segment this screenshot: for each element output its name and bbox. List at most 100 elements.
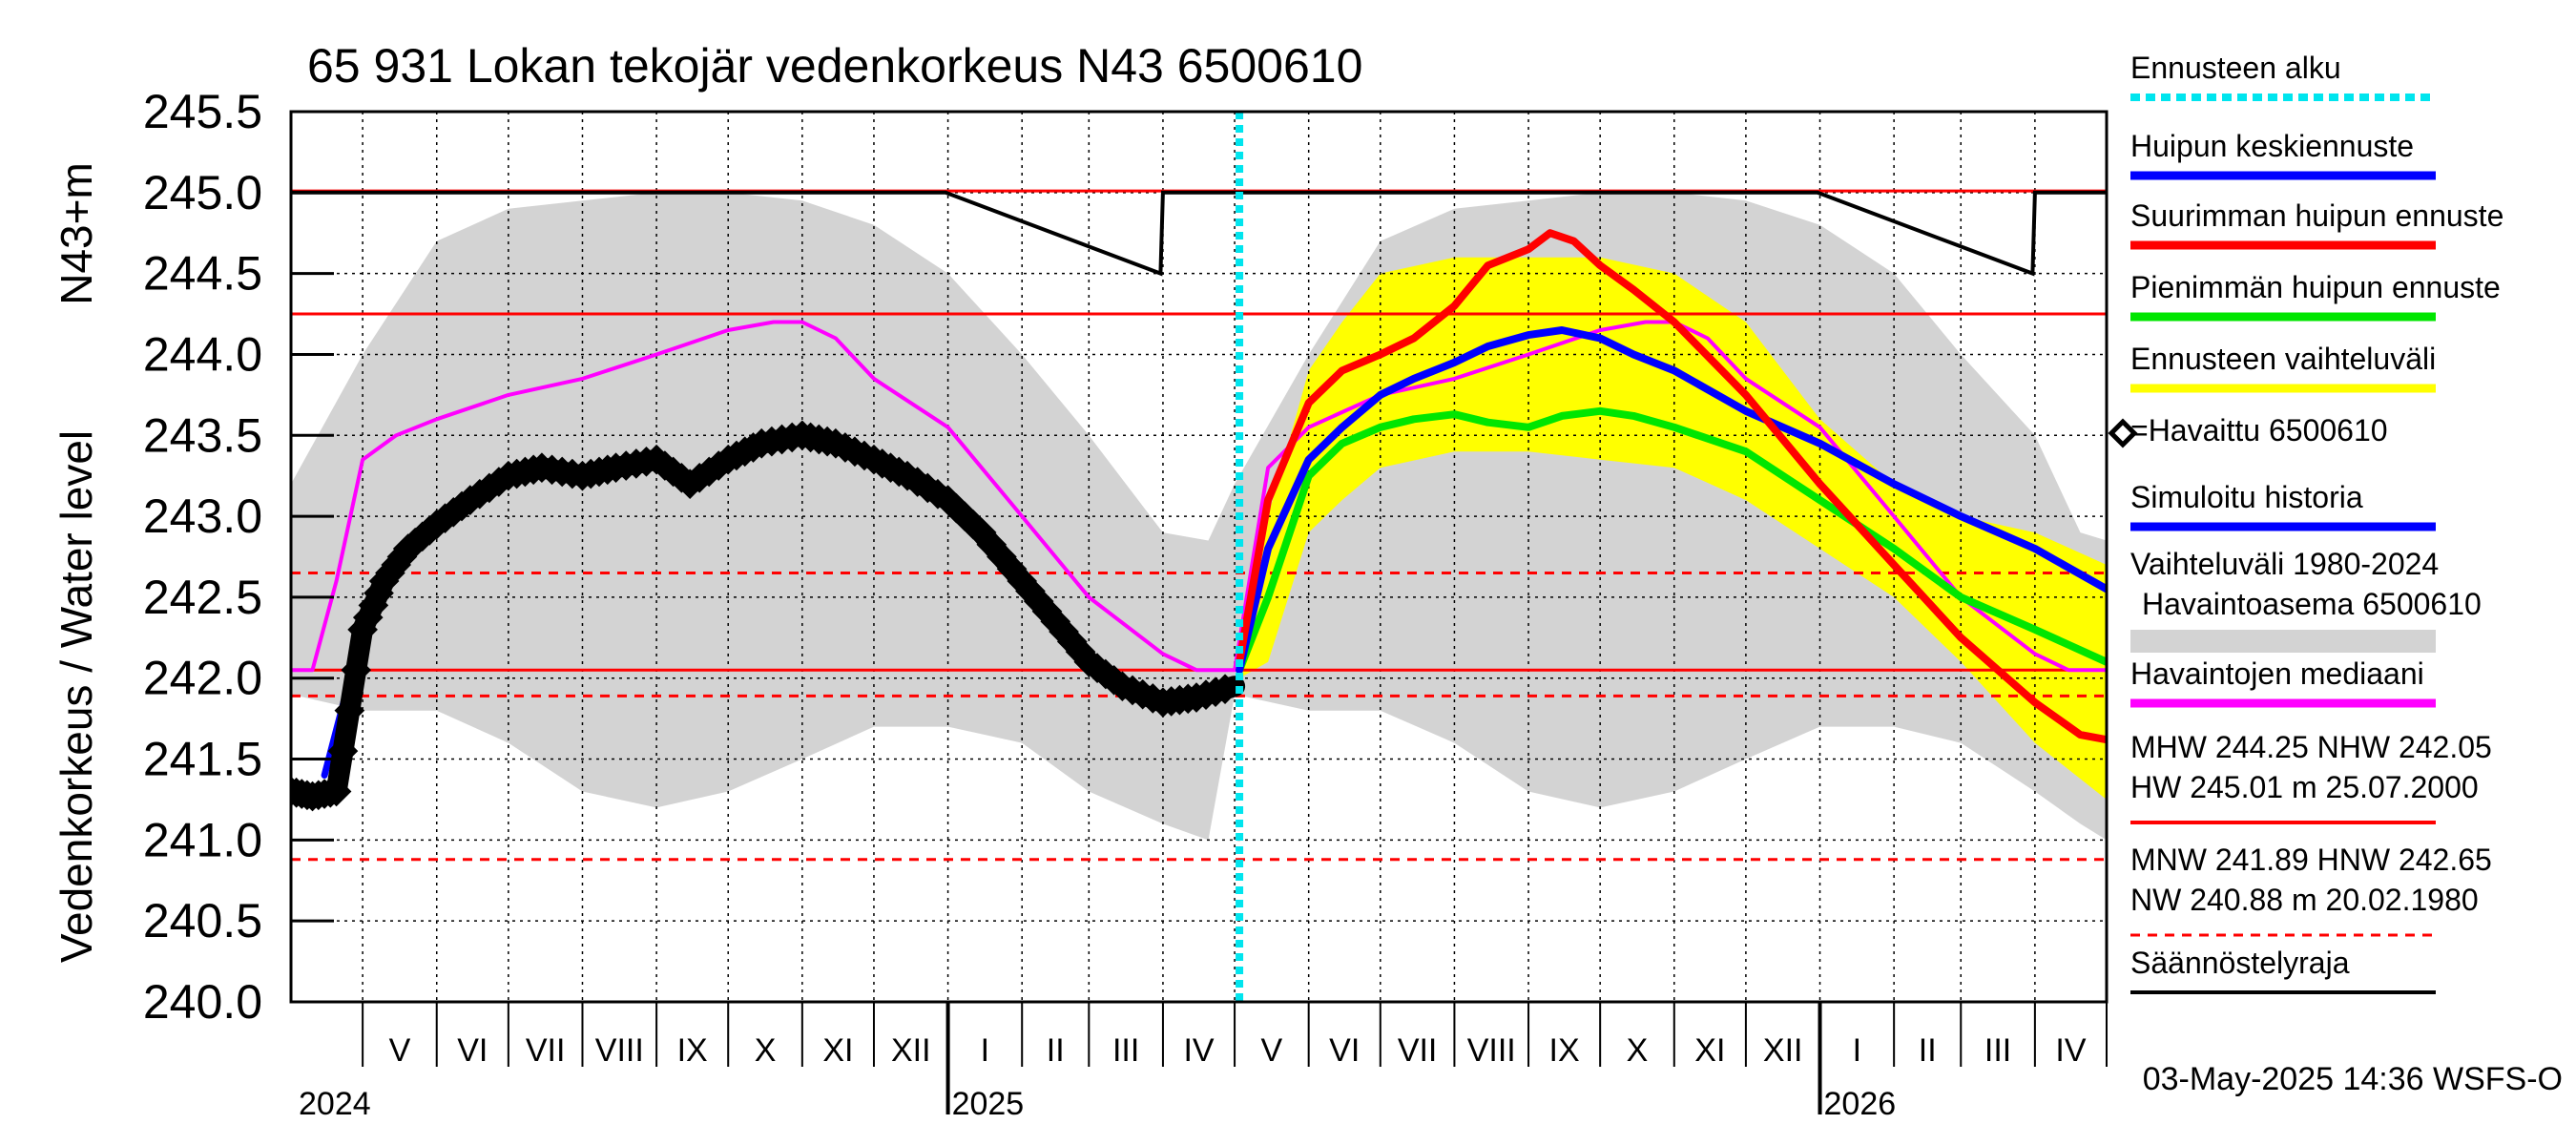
x-year-label: 2026 <box>1824 1086 1897 1122</box>
x-month-label: V <box>389 1032 411 1069</box>
observed-point <box>883 456 915 488</box>
series-line-5 <box>1236 229 2107 744</box>
legend-label-2: Havaintoasema 6500610 <box>2142 587 2482 621</box>
legend-label-2: NW 240.88 m 20.02.1980 <box>2130 883 2479 917</box>
y-tick-label: 243.5 <box>143 408 262 462</box>
x-month-label: IX <box>677 1032 708 1069</box>
observed-point <box>473 472 505 504</box>
observed-point <box>812 426 842 457</box>
observed-point <box>803 424 835 455</box>
x-month-label: VII <box>1398 1032 1438 1069</box>
legend-label: Huipun keskiennuste <box>2130 129 2414 163</box>
legend-swatch <box>2130 630 2436 653</box>
observed-point <box>584 456 614 488</box>
observed-point <box>421 509 452 540</box>
observed-point <box>795 422 826 453</box>
observed-point <box>787 420 818 451</box>
legend-swatch <box>2108 418 2138 448</box>
observed-point <box>447 490 477 522</box>
observed-point <box>536 454 568 486</box>
x-month-label: VIII <box>595 1032 644 1069</box>
x-month-label: X <box>1627 1032 1649 1069</box>
x-month-label: VI <box>457 1032 488 1069</box>
legend-label: Pienimmän huipun ennuste <box>2130 270 2501 304</box>
observed-point <box>315 777 346 808</box>
legend-label: Ennusteen vaihteluväli <box>2130 342 2436 376</box>
observed-markers <box>291 420 1240 812</box>
x-month-label: II <box>1047 1032 1065 1069</box>
y-axis-unit: N43+m <box>52 162 101 305</box>
x-month-label: XI <box>1694 1032 1725 1069</box>
observed-point <box>438 497 469 528</box>
x-month-label: I <box>1853 1032 1861 1069</box>
chart-title: 65 931 Lokan tekojär vedenkorkeus N43 65… <box>307 39 1362 93</box>
observed-point <box>381 550 412 580</box>
x-year-label: 2024 <box>299 1086 371 1122</box>
observed-point <box>368 566 400 596</box>
x-month-label: III <box>1984 1032 2011 1069</box>
x-month-label: XI <box>822 1032 853 1069</box>
y-tick-label: 242.5 <box>143 571 262 624</box>
series-line-4 <box>1236 326 2107 675</box>
legend: Ennusteen alku Huipun keskiennuste Suurimm… <box>2108 51 2503 994</box>
observed-point <box>840 436 870 468</box>
x-month-label: X <box>755 1032 777 1069</box>
observed-point <box>849 440 880 471</box>
axes: 240.0 240.5 241.0 241.5 242.0 242.5 243.0 243.5… <box>143 85 2109 1122</box>
observed-point <box>454 485 486 515</box>
y-tick-label: 240.5 <box>143 894 262 947</box>
legend-label: MHW 244.25 NHW 242.05 <box>2130 730 2492 764</box>
observed-point <box>291 777 312 808</box>
observed-point <box>509 456 541 488</box>
plot-content <box>291 112 2107 1002</box>
observed-point <box>830 432 861 463</box>
observed-point <box>675 468 705 499</box>
legend-label-2: HW 245.01 m 25.07.2000 <box>2130 770 2479 804</box>
x-month-label: VIII <box>1467 1032 1516 1069</box>
legend-label: Ennusteen alku <box>2130 51 2341 85</box>
plot-frame <box>289 110 2109 1004</box>
x-month-label: XII <box>891 1032 931 1069</box>
legend-label: Vaihteluväli 1980-2024 <box>2130 547 2439 581</box>
observed-point <box>414 515 446 546</box>
y-tick-label: 240.0 <box>143 975 262 1029</box>
legend-label: Säännöstelyraja <box>2130 946 2350 980</box>
x-month-label: VII <box>526 1032 566 1069</box>
y-tick-label: 245.0 <box>143 166 262 219</box>
observed-point <box>309 779 340 809</box>
x-month-label: V <box>1261 1032 1283 1069</box>
legend-label: Havaintojen mediaani <box>2130 656 2424 691</box>
observed-point <box>547 456 578 488</box>
observed-point <box>501 458 532 489</box>
observed-point <box>684 462 716 493</box>
forecast-range-band <box>1239 257 2107 800</box>
y-tick-label: 241.5 <box>143 733 262 786</box>
x-month-label: IV <box>2055 1032 2086 1069</box>
observed-point <box>1200 677 1231 707</box>
y-tick-label: 243.0 <box>143 489 262 543</box>
observed-point <box>859 444 889 475</box>
x-month-label: III <box>1112 1032 1139 1069</box>
y-axis-label: Vedenkorkeus / Water level <box>52 430 101 963</box>
observed-point <box>321 776 352 807</box>
series-line-3 <box>1236 406 2107 675</box>
observed-point <box>821 427 851 459</box>
y-tick-label: 241.0 <box>143 813 262 866</box>
x-month-label: II <box>1919 1032 1937 1069</box>
observed-point <box>464 478 495 510</box>
observed-point <box>703 450 735 481</box>
observed-point <box>291 776 306 807</box>
observed-point <box>631 447 662 477</box>
x-year-label: 2025 <box>952 1086 1025 1122</box>
y-tick-label: 242.0 <box>143 652 262 705</box>
observed-point <box>527 452 557 484</box>
observed-point <box>575 458 607 489</box>
observed-point <box>866 448 898 479</box>
plot-area <box>291 112 2107 1002</box>
x-month-label: IV <box>1183 1032 1214 1069</box>
observed-point <box>493 460 524 491</box>
legend-label: MNW 241.89 HNW 242.65 <box>2130 843 2492 877</box>
observed-point <box>429 503 461 534</box>
observed-point <box>327 736 359 766</box>
